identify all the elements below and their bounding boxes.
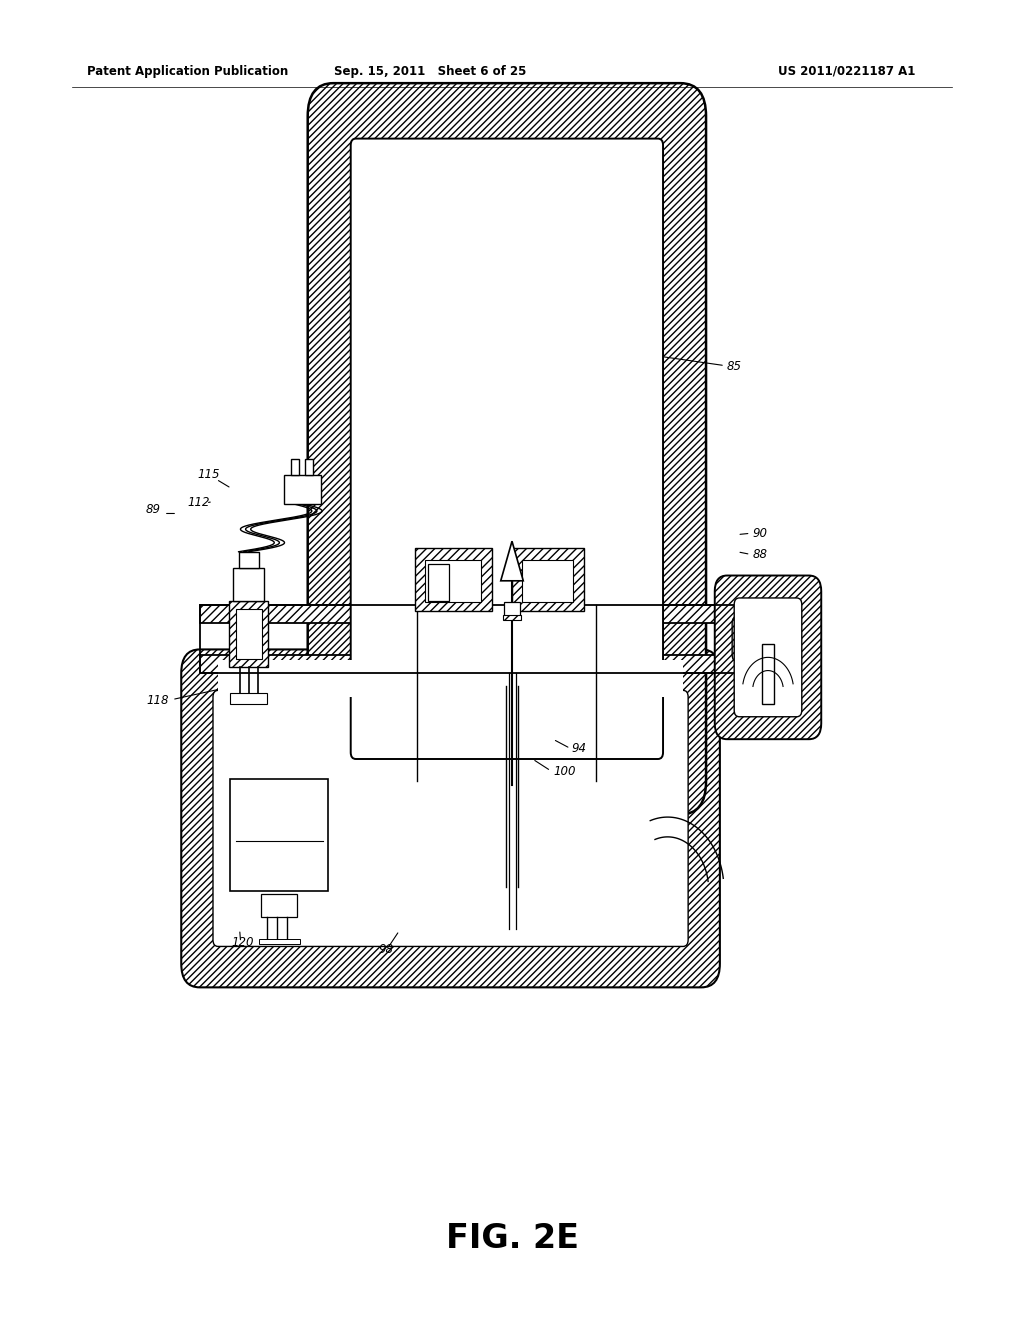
FancyBboxPatch shape xyxy=(307,83,707,814)
Bar xyxy=(230,693,267,704)
Bar xyxy=(398,618,418,768)
Text: 88: 88 xyxy=(753,548,768,561)
Bar xyxy=(305,459,313,475)
Bar xyxy=(504,602,520,618)
FancyBboxPatch shape xyxy=(213,690,688,946)
Bar xyxy=(239,552,259,568)
Text: 120: 120 xyxy=(231,936,254,949)
Bar xyxy=(233,568,264,601)
Bar xyxy=(200,605,737,673)
Bar xyxy=(258,939,299,944)
Text: FIG. 2E: FIG. 2E xyxy=(445,1222,579,1254)
FancyBboxPatch shape xyxy=(715,576,821,739)
Bar xyxy=(522,560,573,602)
Bar xyxy=(230,779,328,891)
Polygon shape xyxy=(501,541,523,581)
Bar xyxy=(200,605,737,623)
Bar xyxy=(284,475,321,504)
Bar xyxy=(512,548,584,611)
Text: US 2011/0221187 A1: US 2011/0221187 A1 xyxy=(778,65,915,78)
Text: Sep. 15, 2011   Sheet 6 of 25: Sep. 15, 2011 Sheet 6 of 25 xyxy=(334,65,526,78)
FancyBboxPatch shape xyxy=(350,139,664,759)
FancyBboxPatch shape xyxy=(181,649,720,987)
Bar xyxy=(291,459,299,475)
Bar xyxy=(762,644,774,704)
Text: 85: 85 xyxy=(727,359,742,372)
Text: Patent Application Publication: Patent Application Publication xyxy=(87,65,289,78)
Bar xyxy=(428,564,449,601)
Bar xyxy=(425,560,481,602)
Text: 89: 89 xyxy=(145,503,161,516)
Text: 115: 115 xyxy=(198,467,220,480)
Bar xyxy=(415,548,492,611)
Text: 94: 94 xyxy=(571,742,587,755)
Bar xyxy=(260,894,297,917)
Text: 118: 118 xyxy=(146,693,169,706)
Bar xyxy=(200,623,737,655)
Bar xyxy=(503,615,521,620)
Text: 112: 112 xyxy=(187,495,210,508)
Text: 90: 90 xyxy=(753,527,768,540)
Text: 98: 98 xyxy=(379,942,394,956)
Bar xyxy=(200,655,737,673)
FancyBboxPatch shape xyxy=(734,598,802,717)
Text: 100: 100 xyxy=(553,764,575,777)
FancyBboxPatch shape xyxy=(732,616,761,661)
Bar xyxy=(218,660,683,697)
Bar xyxy=(236,609,262,659)
Bar xyxy=(596,618,614,768)
Bar xyxy=(229,601,268,667)
